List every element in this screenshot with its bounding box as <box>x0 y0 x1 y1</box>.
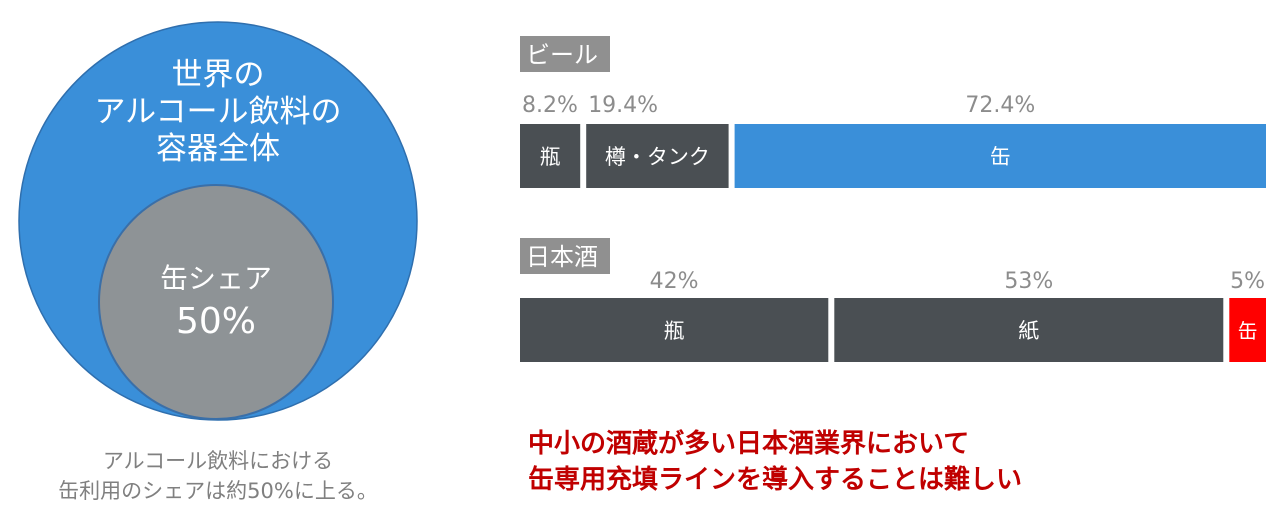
bar-segment <box>520 124 581 188</box>
chart-title-tag: 日本酒 <box>520 238 610 274</box>
circle-caption: アルコール飲料における 缶利用のシェアは約50%に上る。 <box>18 446 418 506</box>
segment-value: 53% <box>1004 269 1053 294</box>
inner-label: 缶シェア <box>160 262 272 295</box>
chart-title: 日本酒 <box>526 243 598 271</box>
title-tag-bg <box>520 238 610 274</box>
inner-circle <box>98 184 334 420</box>
chart-title-tag: ビール <box>520 36 610 72</box>
bar-segment <box>834 298 1224 362</box>
segment-label: 缶 <box>1238 319 1258 343</box>
bar-segment <box>520 298 829 362</box>
segment-value: 72.4% <box>965 93 1035 118</box>
segment-value: 19.4% <box>588 93 658 118</box>
segment-value: 5% <box>1230 269 1265 294</box>
note-line-2: 缶専用充填ラインを導入することは難しい <box>528 465 1023 495</box>
outer-label-line-1: 世界の <box>172 57 265 93</box>
segment-value: 8.2% <box>522 93 578 118</box>
segment-label: 瓶 <box>664 319 685 343</box>
caption-line-2: 缶利用のシェアは約50%に上る。 <box>58 479 378 503</box>
segment-label: 缶 <box>990 145 1011 169</box>
segment-label: 樽・タンク <box>605 145 710 169</box>
bar-segment <box>734 124 1266 188</box>
note-line-1: 中小の酒蔵が多い日本酒業界において <box>528 429 970 459</box>
inner-value: 50% <box>176 301 256 342</box>
segment-label: 瓶 <box>540 145 561 169</box>
bar-segment <box>586 124 729 188</box>
segment-label: 紙 <box>1018 319 1039 343</box>
conclusion-note: 中小の酒蔵が多い日本酒業界において 缶専用充填ラインを導入することは難しい <box>528 426 1022 498</box>
outer-label-line-2: アルコール飲料の <box>94 94 341 130</box>
bar-segment <box>1229 298 1266 362</box>
segment-value: 42% <box>650 269 699 294</box>
share-circles: 世界の アルコール飲料の 容器全体 缶シェア 50% <box>18 21 418 421</box>
title-tag-bg <box>520 36 610 72</box>
outer-label-line-3: 容器全体 <box>156 131 280 167</box>
chart-title: ビール <box>526 41 598 69</box>
caption-line-1: アルコール飲料における <box>102 449 334 473</box>
